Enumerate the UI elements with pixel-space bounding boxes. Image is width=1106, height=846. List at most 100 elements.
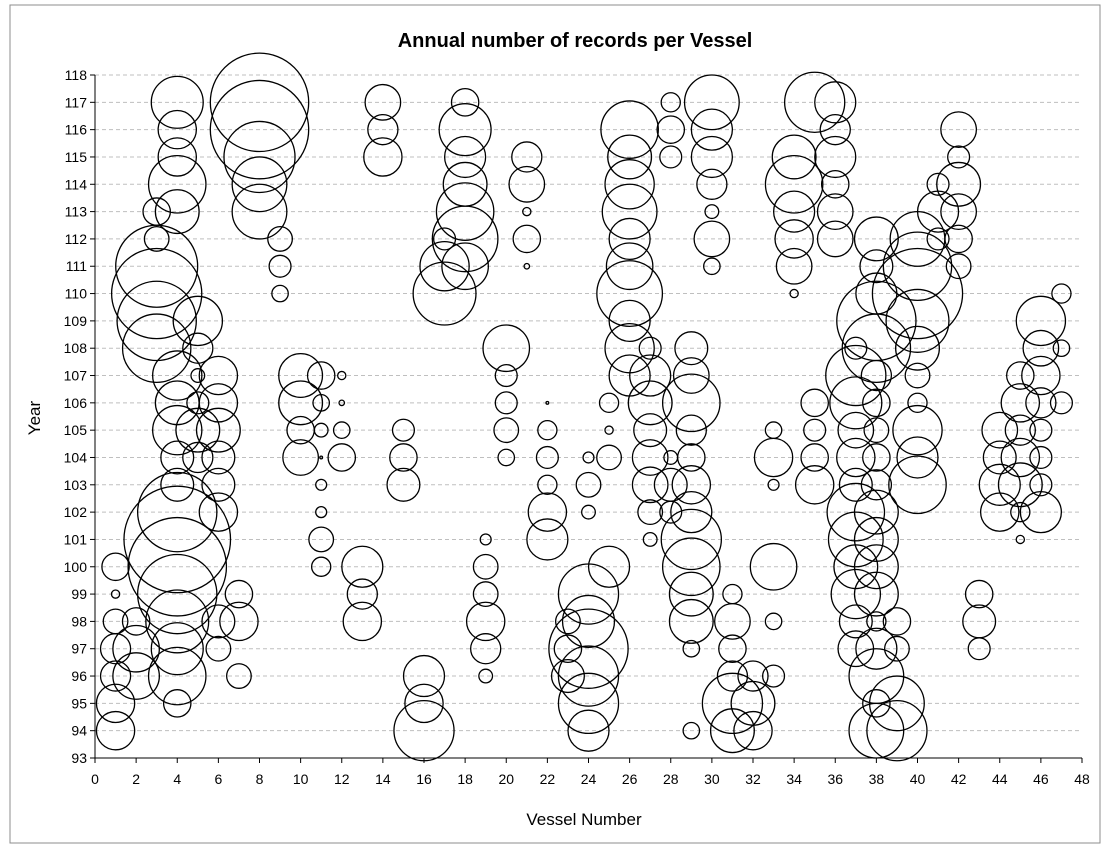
bubble-point	[175, 407, 221, 453]
y-tick-label: 102	[64, 504, 88, 520]
x-tick-label: 42	[951, 771, 967, 787]
bubble-point	[450, 88, 480, 117]
bubble-point	[1000, 437, 1041, 478]
y-tick-label: 113	[65, 204, 88, 220]
bubble-point	[523, 262, 531, 270]
bubble-point	[631, 466, 669, 504]
bubble-point	[659, 500, 683, 524]
bubble-point	[866, 699, 928, 762]
y-tick-label: 118	[65, 67, 88, 83]
bubble-point	[819, 113, 851, 146]
bubble-point	[1029, 418, 1053, 442]
y-tick-label: 96	[71, 668, 87, 684]
x-tick-label: 30	[704, 771, 720, 787]
bubble-point	[682, 639, 701, 658]
x-tick-label: 0	[91, 771, 99, 787]
bubble-point	[604, 159, 655, 210]
bubble-point	[99, 660, 132, 692]
y-tick-label: 93	[71, 750, 87, 766]
bubble-point	[231, 183, 288, 240]
bubble-point	[511, 141, 543, 173]
bubble-point	[637, 499, 664, 526]
bubble-point	[631, 439, 669, 476]
bubble-point	[342, 601, 383, 642]
bubble-point	[844, 336, 868, 360]
bubble-point	[482, 324, 531, 373]
bubble-point	[157, 137, 198, 177]
bubble-point	[201, 467, 236, 502]
bubble-point	[633, 413, 668, 448]
x-tick-label: 10	[293, 771, 309, 787]
bubble-point	[926, 227, 950, 251]
bubble-point	[1019, 490, 1063, 534]
bubble-point	[537, 419, 558, 441]
x-tick-label: 2	[132, 771, 140, 787]
bubble-point	[764, 154, 824, 214]
bubble-point	[661, 537, 721, 597]
bubble-point	[826, 482, 886, 542]
bubble-point	[550, 658, 585, 694]
x-tick-label: 38	[869, 771, 885, 787]
bubble-point	[116, 280, 197, 362]
bubble-point	[753, 437, 794, 478]
bubble-point	[1000, 383, 1041, 423]
bubble-point	[888, 455, 947, 515]
bubble-point	[1029, 473, 1053, 497]
bubble-point	[548, 608, 629, 689]
bubble-point	[964, 579, 994, 609]
bubble-point	[472, 581, 499, 608]
bubble-point	[1010, 501, 1031, 523]
bubble-point	[660, 92, 681, 113]
x-tick-label: 4	[173, 771, 181, 787]
bubble-point	[820, 169, 850, 199]
bubble-point	[508, 165, 546, 203]
bubble-point	[855, 627, 898, 670]
bubble-point	[575, 471, 602, 498]
bubble-point	[894, 325, 941, 371]
bubble-point	[683, 74, 740, 131]
y-tick-label: 99	[71, 586, 87, 602]
bubble-point	[860, 469, 893, 501]
bubble-point	[885, 288, 950, 353]
bubble-point	[526, 518, 569, 561]
bubble-point	[659, 145, 683, 169]
bubble-point	[671, 465, 712, 505]
bubble-point	[674, 331, 709, 366]
bubble-point	[110, 589, 121, 599]
bubble-point	[737, 660, 769, 692]
bubble-point	[772, 190, 816, 233]
bubble-point	[205, 635, 232, 662]
bubble-point	[201, 604, 236, 639]
bubble-point	[527, 492, 568, 532]
bubble-point	[110, 247, 203, 340]
y-tick-label: 107	[64, 368, 88, 384]
bubble-point	[816, 220, 854, 258]
bubble-point	[982, 440, 1017, 475]
bubble-point	[670, 490, 713, 534]
x-tick-label: 20	[498, 771, 514, 787]
bubble-point	[367, 113, 399, 146]
bubble-point	[814, 81, 857, 124]
bubble-point	[661, 373, 721, 433]
bubble-point	[690, 135, 734, 179]
x-tick-label: 12	[334, 771, 350, 787]
bubble-point	[862, 689, 891, 718]
bubble-point	[596, 444, 623, 471]
bubble-point	[219, 601, 259, 642]
bubble-point	[308, 526, 335, 553]
bubble-point	[672, 357, 710, 394]
bubble-point	[598, 392, 620, 414]
x-tick-label: 26	[622, 771, 638, 787]
bubble-point	[1029, 445, 1053, 470]
bubble-point	[749, 542, 798, 591]
bubble-point	[493, 417, 520, 444]
bubble-point	[862, 443, 891, 472]
bubble-point	[182, 332, 214, 364]
y-tick-label: 117	[65, 94, 88, 110]
bubble-point	[825, 344, 887, 407]
bubble-point	[775, 247, 813, 285]
bubble-point	[638, 336, 662, 360]
bubble-point	[868, 675, 925, 732]
bubble-point	[143, 225, 170, 252]
